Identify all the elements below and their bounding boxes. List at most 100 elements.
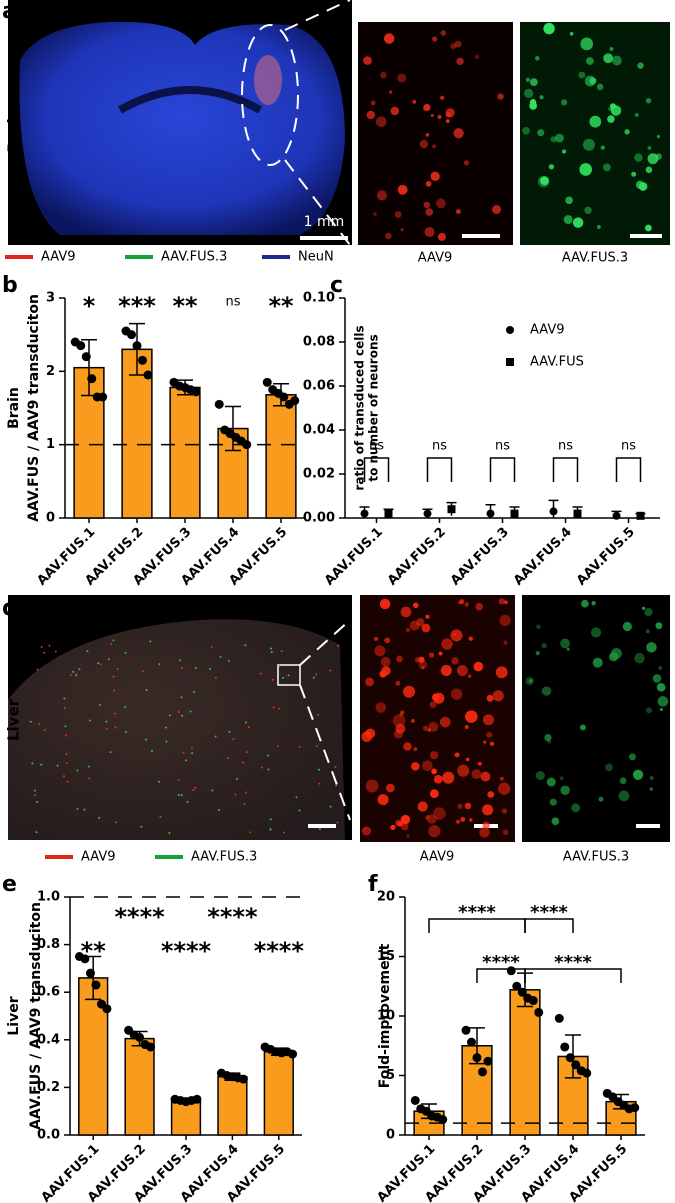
cell — [227, 659, 230, 662]
bar — [265, 394, 297, 519]
cell — [380, 656, 391, 667]
cell — [596, 83, 604, 91]
image-caption: AAV.FUS.3 — [563, 850, 629, 865]
cell — [437, 232, 446, 241]
cell — [480, 771, 491, 782]
cell — [280, 650, 283, 653]
legend-marker — [506, 326, 514, 334]
image-caption: AAV.FUS.3 — [562, 251, 628, 266]
legend-label: AAV9 — [530, 323, 564, 338]
cell — [646, 642, 657, 653]
zoom-line — [284, 0, 351, 31]
cell — [565, 196, 573, 205]
cell — [473, 661, 484, 672]
cell — [492, 690, 504, 702]
cell — [525, 77, 530, 82]
cell — [501, 808, 508, 814]
cell — [503, 640, 508, 645]
y-tick-label: 0.6 — [37, 985, 60, 1000]
cell — [622, 621, 632, 632]
cell — [535, 771, 545, 780]
data-point — [472, 1053, 482, 1063]
cell — [295, 796, 298, 799]
cell — [86, 650, 89, 653]
cell — [87, 765, 90, 768]
cell — [260, 766, 263, 769]
cell — [377, 794, 389, 806]
cell — [145, 689, 148, 692]
cell — [610, 103, 617, 110]
cell — [380, 71, 387, 79]
cell — [655, 153, 662, 160]
cell — [191, 752, 194, 755]
x-tick-label: AAV.FUS.5 — [574, 525, 638, 589]
cell — [423, 201, 431, 209]
corpus-callosum — [118, 86, 262, 114]
cell — [469, 818, 473, 822]
comparison-bracket — [363, 457, 390, 482]
cell — [619, 777, 627, 785]
cell — [479, 827, 490, 838]
cell — [425, 815, 430, 820]
cell — [417, 801, 428, 812]
cell — [395, 819, 402, 827]
cell — [271, 678, 274, 681]
cell — [394, 211, 402, 218]
cell — [644, 224, 652, 232]
cell — [551, 817, 560, 826]
data-point — [143, 370, 153, 380]
bar — [169, 386, 201, 519]
cell — [267, 768, 270, 771]
cell — [422, 725, 429, 732]
y-axis-label: Brain — [6, 387, 22, 429]
cell — [522, 127, 530, 135]
cell — [600, 145, 605, 150]
cell — [429, 701, 437, 708]
data-point — [191, 387, 201, 397]
y-tick-label: 0.10 — [303, 291, 335, 306]
y-tick-label: 0.4 — [37, 1032, 60, 1047]
cell — [475, 602, 484, 611]
x-tick-label: AAV.FUS.2 — [385, 525, 449, 589]
image-caption: AAV9 — [420, 850, 454, 865]
cell — [465, 710, 478, 723]
cell — [454, 752, 460, 758]
cell — [105, 720, 108, 723]
cell — [282, 831, 285, 834]
cell — [272, 706, 275, 709]
cell — [456, 665, 468, 677]
cell — [232, 737, 235, 740]
data-point — [192, 1094, 202, 1104]
cell — [180, 794, 183, 797]
aavfus3-image — [520, 22, 670, 245]
legend-label: AAV9 — [41, 250, 75, 265]
panel-label: c — [330, 273, 343, 298]
cell — [317, 713, 320, 716]
cell — [276, 745, 279, 748]
cell — [376, 190, 387, 201]
cell — [270, 647, 273, 650]
cell — [99, 663, 102, 666]
cell — [97, 662, 100, 665]
cell — [395, 723, 406, 734]
cell — [624, 129, 630, 135]
cell — [425, 614, 430, 619]
y-tick-label: 0.08 — [303, 335, 335, 350]
cell — [579, 724, 586, 731]
cell — [193, 690, 196, 693]
data-point — [630, 1103, 640, 1113]
cell — [397, 73, 407, 83]
y-tick-label: 0.02 — [303, 467, 335, 482]
cell — [33, 789, 36, 792]
cell — [385, 783, 395, 793]
data-point — [534, 1007, 544, 1017]
tissue-label: Liver — [5, 698, 23, 741]
data-point — [461, 1025, 471, 1035]
roi-signal — [254, 55, 282, 105]
cell — [641, 606, 646, 610]
significance: **** — [254, 937, 305, 965]
cell — [177, 794, 180, 797]
y-tick-label: 5 — [386, 1068, 395, 1083]
cell — [214, 735, 217, 738]
cell — [114, 726, 117, 729]
